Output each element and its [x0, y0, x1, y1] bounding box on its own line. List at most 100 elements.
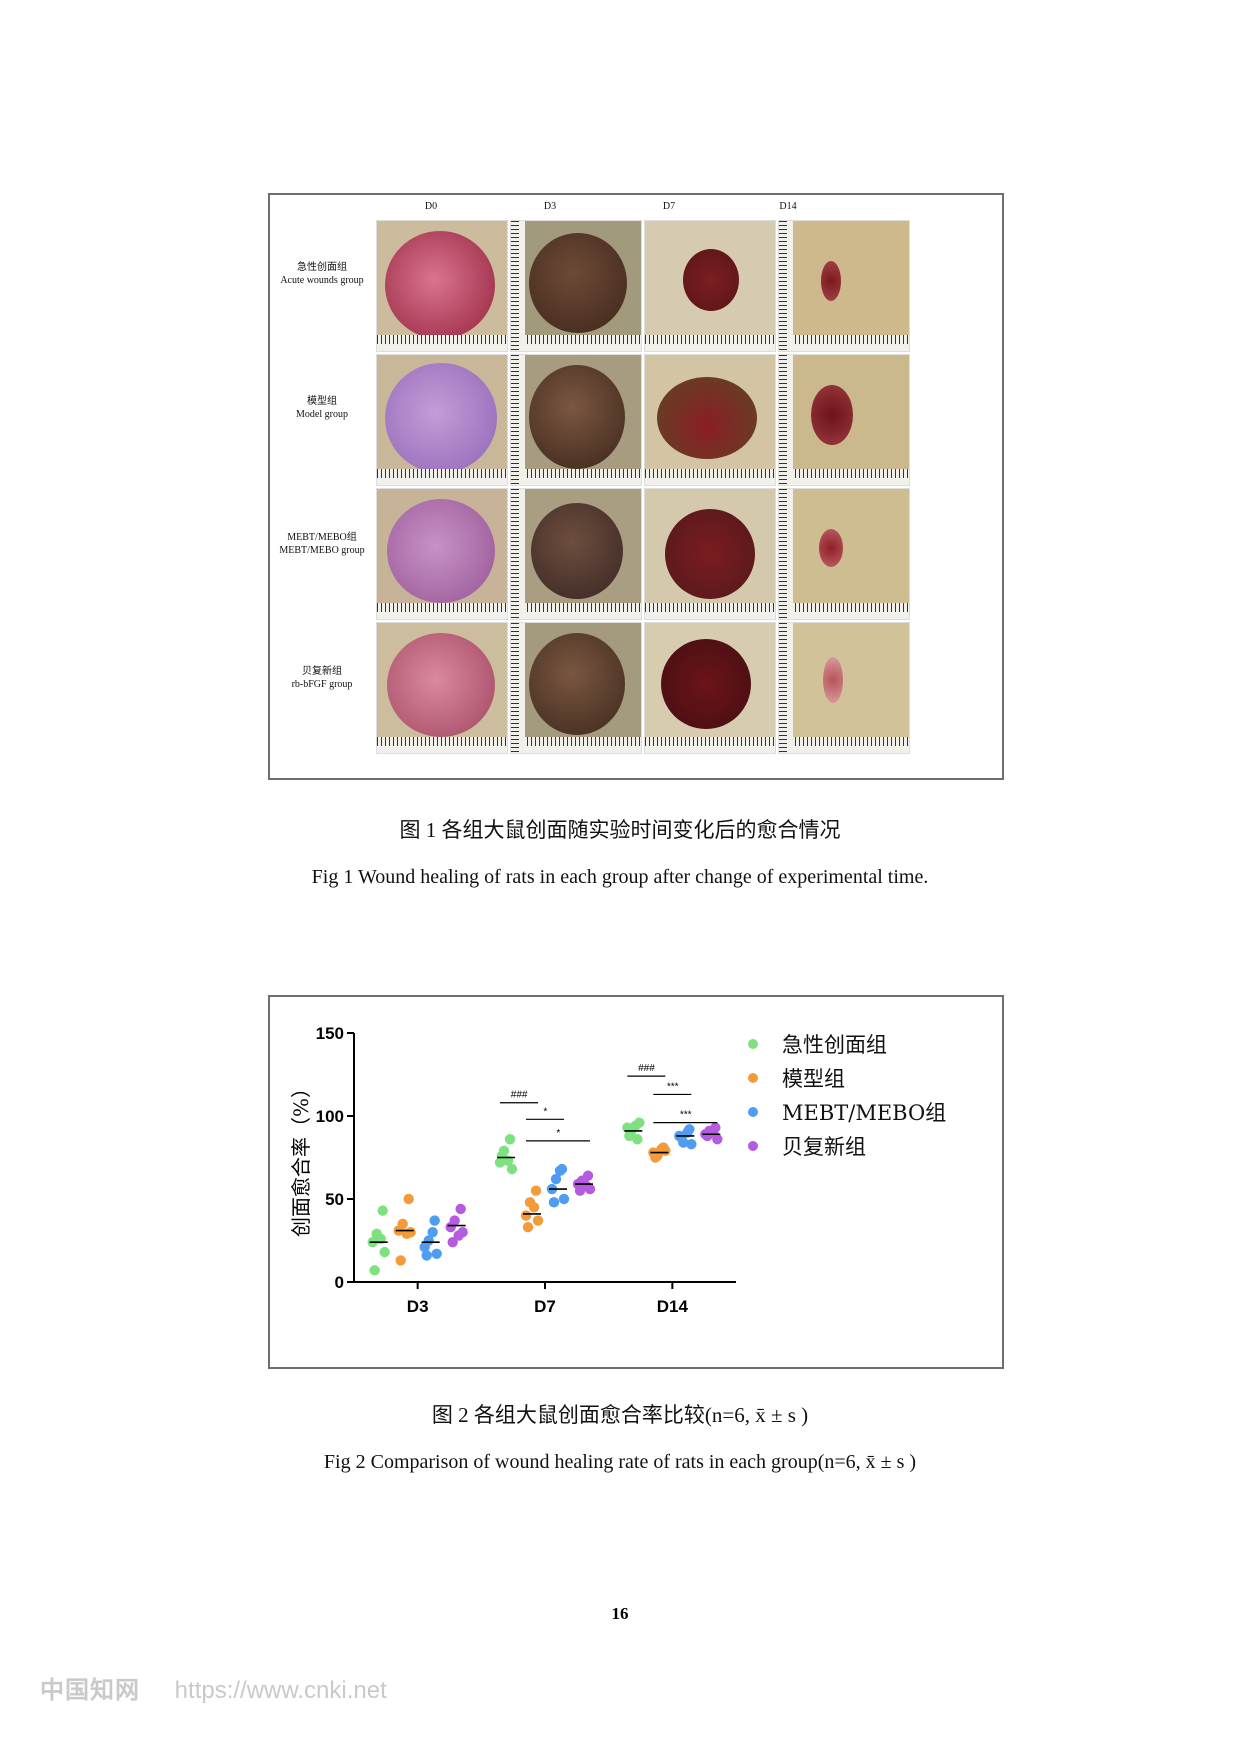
data-point — [431, 1248, 442, 1259]
row-label-cn: 贝复新组 — [302, 666, 342, 677]
figure-2-caption-en: Fig 2 Comparison of wound healing rate o… — [323, 1451, 917, 1473]
row-label-model: 模型组 Model group — [272, 395, 372, 421]
legend-label: MEBT/MEBO组 — [782, 1101, 947, 1125]
wound-photo — [644, 220, 776, 352]
y-axis-label: 创面愈合率（%） — [289, 1078, 313, 1237]
data-point — [397, 1218, 408, 1230]
data-point — [530, 1185, 542, 1196]
wound-photo — [644, 354, 776, 486]
wound-photo — [778, 220, 910, 352]
data-point — [449, 1215, 460, 1226]
legend-marker — [748, 1107, 758, 1117]
legend-item: 模型组 — [748, 1061, 946, 1095]
data-point — [650, 1152, 661, 1163]
wound-photo — [376, 220, 508, 352]
wound-photo — [644, 488, 776, 620]
legend-item: 急性创面组 — [748, 1027, 946, 1061]
wound-photo — [644, 622, 776, 754]
row-label-en: rb-bFGF group — [291, 679, 353, 690]
data-point — [632, 1134, 643, 1145]
data-point — [427, 1227, 438, 1238]
significance-label: * — [543, 1106, 548, 1117]
legend-label: 贝复新组 — [782, 1135, 866, 1159]
y-tick-label: 150 — [316, 1024, 344, 1043]
wound-photo — [376, 354, 508, 486]
legend-item: 贝复新组 — [748, 1129, 946, 1163]
data-point — [520, 1210, 532, 1221]
y-tick-label: 100 — [316, 1107, 344, 1126]
data-point — [377, 1205, 388, 1216]
data-point — [708, 1127, 719, 1138]
figure-2-panel: 0 50 100 150 D3 D7 D14 创面愈合率（%） ### * * ### *** *** 急… — [268, 995, 1004, 1369]
data-point — [447, 1236, 458, 1248]
data-point — [580, 1180, 592, 1191]
y-tick-label: 50 — [325, 1190, 344, 1209]
data-point — [528, 1202, 540, 1213]
watermark-brand: 中国知网 — [40, 1677, 140, 1704]
wound-photo — [510, 354, 642, 486]
row-label-en: Acute wounds group — [280, 275, 364, 286]
data-point — [429, 1215, 440, 1226]
wound-photo — [510, 622, 642, 754]
data-point — [630, 1120, 641, 1132]
row-label-en: Model group — [296, 409, 348, 420]
data-point — [554, 1165, 566, 1176]
column-header-d14: D14 — [779, 201, 797, 212]
chart-legend: 急性创面组 模型组 MEBT/MEBO组 贝复新组 — [748, 1027, 946, 1163]
data-point — [686, 1139, 697, 1150]
y-tick-label: 0 — [335, 1273, 344, 1292]
healing-rate-chart: 0 50 100 150 D3 D7 D14 创面愈合率（%） ### * * ### *** *** — [289, 1024, 736, 1316]
row-label-en: MEBT/MEBO group — [279, 545, 365, 556]
data-point — [504, 1134, 516, 1145]
figure-2-caption-cn: 图 2 各组大鼠创面愈合率比较(n=6, x̄ ± s ) — [431, 1403, 809, 1427]
wound-photo — [510, 220, 642, 352]
figure-1-panel: D0 D3 D7 D14 急性创面组 Acute wounds group 模型… — [268, 193, 1004, 780]
wound-photo — [376, 622, 508, 754]
data-point — [421, 1250, 432, 1261]
wound-photo — [510, 488, 642, 620]
watermark-url[interactable]: https://www.cnki.net — [174, 1677, 387, 1704]
wound-photo — [778, 354, 910, 486]
data-point — [455, 1203, 466, 1215]
data-point — [379, 1246, 390, 1258]
data-point — [423, 1235, 434, 1246]
data-point — [506, 1163, 518, 1175]
legend-item: MEBT/MEBO组 — [748, 1095, 946, 1129]
legend-label: 急性创面组 — [782, 1033, 887, 1057]
column-header-d7: D7 — [662, 201, 676, 212]
data-point — [453, 1230, 464, 1241]
watermark: 中国知网 https://www.cnki.net — [40, 1670, 387, 1705]
row-label-acute: 急性创面组 Acute wounds group — [272, 261, 372, 287]
column-header-d3: D3 — [543, 201, 557, 212]
data-point — [522, 1222, 534, 1233]
significance-label: *** — [679, 1110, 692, 1121]
row-label-mebt: MEBT/MEBO组 MEBT/MEBO group — [272, 531, 372, 557]
row-label-cn: MEBT/MEBO组 — [287, 532, 357, 543]
legend-marker — [748, 1073, 758, 1083]
significance-label: ### — [511, 1090, 528, 1101]
page-number: 16 — [611, 1604, 629, 1623]
x-tick-label: D7 — [534, 1297, 556, 1316]
x-tick-label: D3 — [407, 1297, 429, 1316]
data-point — [403, 1193, 414, 1205]
data-point — [558, 1193, 570, 1205]
figure-1-caption-en: Fig 1 Wound healing of rats in each grou… — [311, 866, 929, 888]
x-tick-label: D14 — [657, 1297, 689, 1316]
legend-label: 模型组 — [782, 1067, 845, 1091]
data-point — [624, 1130, 635, 1142]
legend-marker — [748, 1039, 758, 1049]
significance-label: *** — [666, 1081, 679, 1092]
data-point — [532, 1215, 544, 1226]
wound-photo — [778, 488, 910, 620]
data-point — [395, 1255, 406, 1266]
significance-label: ### — [638, 1063, 655, 1074]
data-point — [550, 1173, 562, 1185]
wound-photo — [376, 488, 508, 620]
data-point — [369, 1265, 380, 1276]
data-point — [548, 1197, 560, 1208]
legend-marker — [748, 1141, 758, 1151]
row-label-rbbfgf: 贝复新组 rb-bFGF group — [272, 665, 372, 691]
row-label-cn: 急性创面组 — [297, 262, 347, 273]
row-label-cn: 模型组 — [307, 396, 337, 407]
figure-1-caption-cn: 图 1 各组大鼠创面随实验时间变化后的愈合情况 — [399, 818, 841, 842]
